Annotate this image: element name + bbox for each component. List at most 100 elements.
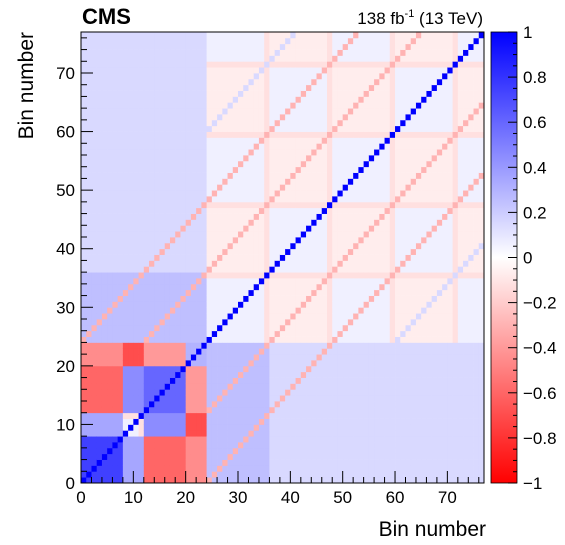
heatmap-cell [243, 225, 249, 232]
heatmap-cell [395, 324, 401, 332]
heatmap-cell [332, 383, 338, 390]
heatmap-cell [112, 395, 119, 402]
heatmap-cell [285, 43, 291, 50]
heatmap-cell [143, 242, 150, 250]
heatmap-cell [258, 395, 265, 402]
heatmap-cell [117, 61, 124, 68]
heatmap-cell [379, 166, 385, 173]
heatmap-cell [389, 225, 396, 232]
heatmap-cell [81, 225, 87, 232]
heatmap-cell [133, 371, 139, 378]
heatmap-cell [101, 313, 108, 320]
heatmap-cell [128, 348, 134, 355]
heatmap-cell [149, 213, 155, 220]
heatmap-cell [347, 389, 354, 396]
heatmap-cell [332, 418, 338, 425]
heatmap-cell [154, 207, 160, 214]
heatmap-cell [358, 442, 365, 449]
heatmap-cell [217, 178, 223, 185]
heatmap-cell [306, 143, 312, 150]
heatmap-cell [154, 248, 160, 255]
heatmap-cell [143, 237, 150, 244]
heatmap-cell [169, 149, 176, 156]
heatmap-cell [258, 278, 265, 285]
heatmap-cell [274, 172, 281, 179]
heatmap-cell [389, 465, 396, 472]
heatmap-cell [227, 360, 234, 367]
heatmap-cell [149, 49, 155, 56]
heatmap-cell [410, 248, 417, 255]
heatmap-cell [159, 108, 166, 115]
heatmap-cell [321, 278, 328, 285]
heatmap-cell [389, 365, 396, 373]
heatmap-cell [128, 131, 134, 138]
heatmap-cell [201, 96, 208, 103]
heatmap-cell [133, 237, 139, 244]
heatmap-cell [384, 295, 391, 302]
heatmap-cell [133, 436, 139, 443]
heatmap-cell [128, 301, 134, 308]
heatmap-cell [410, 37, 417, 45]
heatmap-cell [112, 237, 119, 244]
heatmap-cell [415, 330, 422, 337]
heatmap-cell [81, 330, 87, 337]
heatmap-cell [201, 143, 208, 150]
heatmap-cell [353, 213, 359, 220]
heatmap-cell [101, 354, 108, 361]
heatmap-cell [415, 412, 422, 419]
heatmap-cell [196, 55, 202, 62]
heatmap-cell [185, 184, 192, 191]
heatmap-cell [159, 477, 166, 484]
heatmap-cell [206, 313, 213, 320]
heatmap-cell [264, 137, 270, 144]
heatmap-cell [227, 383, 234, 390]
heatmap-cell [101, 149, 108, 156]
heatmap-cell [138, 84, 145, 91]
heatmap-cell [279, 348, 286, 355]
heatmap-cell [201, 178, 208, 185]
heatmap-cell [274, 295, 281, 302]
heatmap-cell [190, 207, 197, 214]
heatmap-cell [169, 389, 176, 396]
heatmap-cell [337, 43, 344, 50]
heatmap-cell [264, 436, 270, 443]
heatmap-cell [159, 213, 166, 220]
heatmap-cell [279, 354, 286, 361]
heatmap-cell [337, 471, 344, 478]
heatmap-cell [410, 254, 417, 261]
heatmap-cell [154, 172, 160, 179]
heatmap-cell [138, 131, 145, 138]
heatmap-cell [316, 96, 323, 103]
heatmap-cell [332, 231, 338, 238]
heatmap-cell [384, 272, 391, 279]
heatmap-cell [217, 283, 223, 291]
heatmap-cell [258, 149, 265, 156]
heatmap-cell [107, 155, 113, 162]
heatmap-cell [374, 231, 380, 238]
heatmap-cell [107, 73, 113, 80]
heatmap-cell [122, 90, 129, 97]
heatmap-cell [159, 272, 166, 279]
heatmap-cell [321, 424, 328, 431]
heatmap-cell [112, 131, 119, 138]
heatmap-cell [217, 149, 223, 156]
heatmap-cell [211, 119, 218, 127]
heatmap-cell [295, 119, 302, 127]
heatmap-cell [206, 32, 213, 39]
heatmap-cell [285, 301, 291, 308]
heatmap-cell [264, 231, 270, 238]
heatmap-cell [107, 108, 113, 115]
heatmap-cell [227, 225, 234, 232]
heatmap-cell [81, 447, 87, 455]
heatmap-cell [358, 196, 365, 203]
heatmap-cell [196, 125, 202, 132]
heatmap-cell [384, 336, 391, 343]
heatmap-cell [190, 283, 197, 291]
heatmap-cell [337, 242, 344, 250]
heatmap-cell [306, 307, 312, 314]
heatmap-cell [86, 383, 92, 390]
heatmap-cell [91, 412, 98, 419]
heatmap-cell [128, 143, 134, 150]
heatmap-cell [117, 254, 124, 261]
heatmap-cell [306, 278, 312, 285]
